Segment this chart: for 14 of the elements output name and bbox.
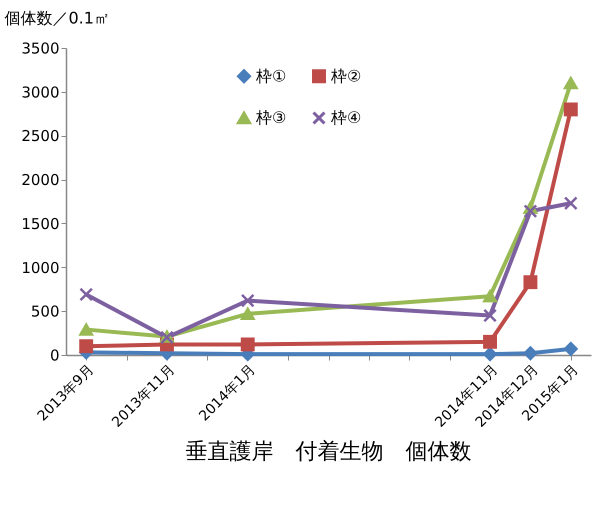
y-axis-title: 個体数／0.1㎡	[4, 8, 110, 28]
legend-label: 枠①	[255, 66, 286, 86]
y-tick-label: 1000	[21, 258, 60, 277]
legend-label: 枠③	[255, 108, 286, 127]
y-tick-label: 1500	[21, 214, 60, 233]
y-tick-label: 3000	[21, 83, 60, 102]
text: 垂直護岸 付着生物 個体数	[186, 439, 472, 464]
y-tick-label: 500	[30, 302, 60, 321]
legend-label: 枠②	[330, 66, 362, 86]
y-tick-label: 0	[50, 346, 60, 364]
legend-label: 枠④	[330, 108, 362, 127]
y-tick-label: 2000	[21, 171, 60, 190]
y-tick-label: 3500	[21, 40, 60, 58]
y-tick-label: 2500	[21, 127, 60, 146]
